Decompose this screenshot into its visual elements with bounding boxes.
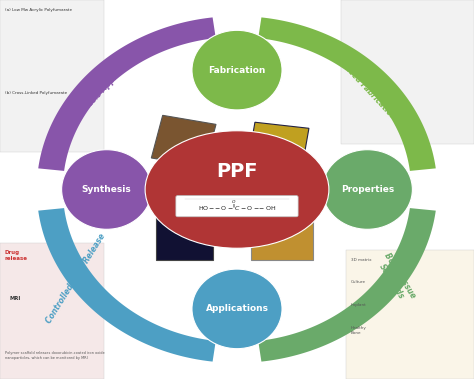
Text: Fabrication: Fabrication	[208, 66, 266, 75]
Text: Properties: Properties	[341, 185, 394, 194]
Text: MRI: MRI	[9, 296, 21, 301]
Text: Controlled Drug Release: Controlled Drug Release	[45, 232, 107, 325]
Ellipse shape	[62, 150, 152, 229]
Text: Synthesis: Synthesis	[82, 185, 131, 194]
Text: Polymer scaffold releases doxorubicin-coated iron oxide
nanoparticles, which can: Polymer scaffold releases doxorubicin-co…	[5, 351, 104, 360]
Ellipse shape	[192, 30, 282, 110]
Ellipse shape	[192, 269, 282, 349]
FancyBboxPatch shape	[176, 196, 298, 217]
Text: Advanced Fabrication Strategies: Advanced Fabrication Strategies	[328, 48, 430, 157]
Bar	[0, 243, 104, 379]
PathPatch shape	[38, 17, 216, 171]
Bar	[0, 0, 104, 152]
Bar	[346, 250, 474, 379]
PathPatch shape	[258, 208, 436, 362]
Ellipse shape	[145, 131, 329, 248]
Bar	[248, 122, 309, 168]
Text: Drug
release: Drug release	[5, 250, 28, 261]
Bar	[156, 216, 213, 260]
Text: 3D matrix: 3D matrix	[351, 258, 372, 262]
Text: Healthy
Bone: Healthy Bone	[351, 326, 366, 335]
Text: Culture: Culture	[351, 280, 366, 285]
Ellipse shape	[322, 150, 412, 229]
Text: $\mathrm{HO}-\!\!-\mathrm{O}-\!\!\overset{O}{\overset{\|}{}}C-\mathrm{O}-\!\!-\m: $\mathrm{HO}-\!\!-\mathrm{O}-\!\!\overse…	[198, 199, 276, 213]
Bar	[251, 212, 313, 260]
PathPatch shape	[38, 208, 216, 362]
PathPatch shape	[258, 17, 436, 171]
Text: Implant: Implant	[351, 303, 366, 307]
Text: (a) Low Mw Acrylic Polyfumarate: (a) Low Mw Acrylic Polyfumarate	[5, 8, 72, 12]
Bar	[151, 115, 216, 167]
Text: (b) Cross-Linked Polyfumarate: (b) Cross-Linked Polyfumarate	[5, 91, 67, 95]
Text: Bone Tissue
Scaffolds: Bone Tissue Scaffolds	[374, 252, 418, 305]
Text: Novel Synthesis Approach: Novel Synthesis Approach	[51, 58, 134, 146]
Text: PPF: PPF	[216, 162, 258, 181]
Bar	[341, 0, 474, 144]
Text: Applications: Applications	[206, 304, 268, 313]
